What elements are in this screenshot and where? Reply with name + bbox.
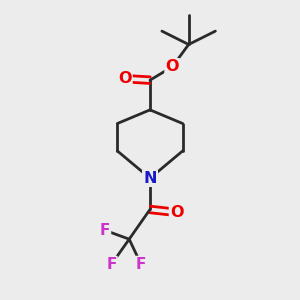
Text: F: F <box>136 257 146 272</box>
Text: N: N <box>143 171 157 186</box>
Text: O: O <box>170 205 184 220</box>
Text: O: O <box>118 71 131 86</box>
Text: F: F <box>100 223 110 238</box>
Text: F: F <box>106 257 116 272</box>
Text: O: O <box>166 59 179 74</box>
